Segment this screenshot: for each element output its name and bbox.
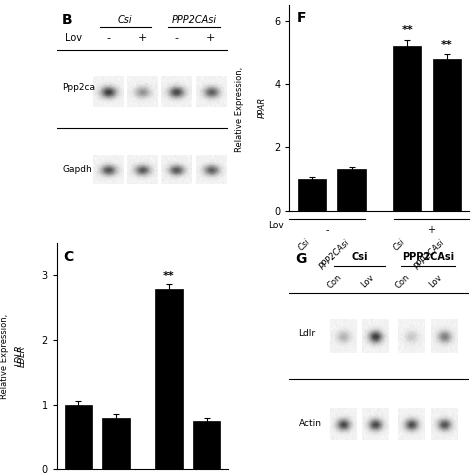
Text: PPP2CAsi: PPP2CAsi [402,252,454,262]
Text: C: C [64,250,74,264]
Text: G: G [295,252,306,266]
Text: LDLR: LDLR [18,345,27,367]
Text: Con: Con [326,273,344,290]
Text: -: - [106,33,110,43]
Bar [433,59,461,210]
Text: PPP2CAsi: PPP2CAsi [413,237,447,271]
Text: +: + [428,225,436,235]
Text: Ldlr: Ldlr [299,329,316,338]
Text: Csi: Csi [118,15,133,25]
Text: **: ** [401,26,413,36]
Text: PPP2CAsi: PPP2CAsi [318,237,352,271]
Text: Ppp2ca: Ppp2ca [62,82,95,91]
Text: -: - [175,33,179,43]
Text: Csi: Csi [392,237,407,253]
Text: Lov: Lov [359,273,376,289]
Bar [193,421,220,469]
Text: +: + [138,33,147,43]
Bar [64,405,92,469]
Text: Lov: Lov [65,33,82,43]
Text: Lov: Lov [428,273,444,289]
Bar [155,290,182,469]
Text: Csi: Csi [297,237,312,253]
Text: Csi: Csi [351,252,368,262]
Text: LDLR: LDLR [15,345,23,366]
Text: Con: Con [394,273,412,290]
Text: Gapdh: Gapdh [62,165,92,174]
Text: Lov: Lov [268,221,283,230]
Bar [337,169,366,210]
Text: Relative Expression,: Relative Expression, [235,64,244,152]
Text: PPP2CAsi: PPP2CAsi [171,15,217,25]
Text: PPAR: PPAR [258,97,267,118]
Text: Relative Expression,: Relative Expression, [0,312,1,400]
Text: **: ** [163,271,175,281]
Bar [298,179,326,210]
Text: B: B [62,13,73,27]
Text: F: F [297,11,306,25]
Bar [393,46,421,210]
Text: **: ** [441,40,453,50]
Bar [102,418,129,469]
Text: Actin: Actin [299,419,321,428]
Text: +: + [206,33,216,43]
Text: -: - [326,225,329,235]
Text: Relative Expression,: Relative Expression, [0,311,9,400]
